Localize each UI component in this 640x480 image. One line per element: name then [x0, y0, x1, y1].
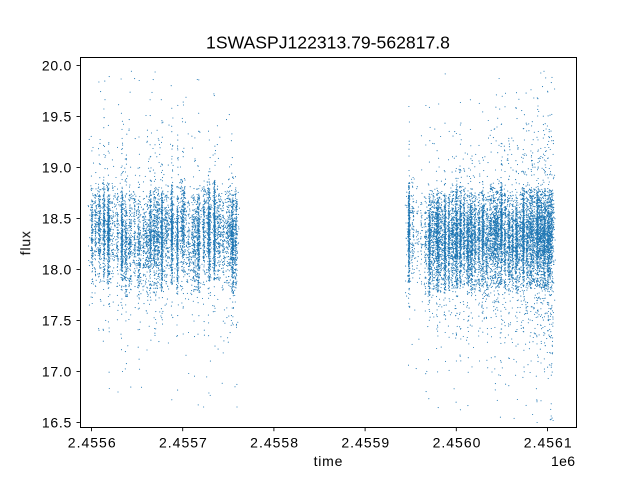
- svg-text:time: time: [314, 453, 344, 469]
- svg-text:1SWASPJ122313.79-562817.8: 1SWASPJ122313.79-562817.8: [206, 33, 450, 53]
- svg-text:2.4556: 2.4556: [68, 435, 117, 451]
- svg-text:19.0: 19.0: [42, 159, 72, 175]
- svg-text:17.0: 17.0: [42, 363, 72, 379]
- svg-text:18.5: 18.5: [42, 210, 72, 226]
- svg-text:17.5: 17.5: [42, 312, 72, 328]
- svg-text:20.0: 20.0: [42, 57, 72, 73]
- svg-text:2.4558: 2.4558: [250, 435, 299, 451]
- svg-text:flux: flux: [17, 230, 33, 255]
- svg-text:16.5: 16.5: [42, 414, 72, 430]
- svg-text:2.4557: 2.4557: [159, 435, 208, 451]
- svg-text:2.4559: 2.4559: [341, 435, 390, 451]
- svg-text:2.4560: 2.4560: [433, 435, 482, 451]
- svg-text:1e6: 1e6: [551, 453, 575, 469]
- svg-text:19.5: 19.5: [42, 108, 72, 124]
- svg-text:18.0: 18.0: [42, 261, 72, 277]
- svg-text:2.4561: 2.4561: [524, 435, 573, 451]
